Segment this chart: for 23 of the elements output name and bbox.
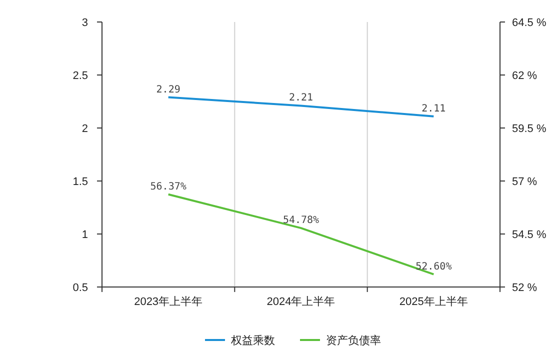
y-tick-label: 2 xyxy=(82,123,88,135)
y-tick-label: 1 xyxy=(82,229,88,241)
y2-tick-label: 62 % xyxy=(512,70,538,82)
y2-tick-label: 54.5 % xyxy=(512,229,546,241)
y2-tick-label: 64.5 % xyxy=(512,17,546,29)
y-tick-label: 3 xyxy=(82,17,88,29)
legend-label: 资产负债率 xyxy=(326,334,381,346)
data-label: 52.60% xyxy=(416,261,452,272)
legend-label: 权益乘数 xyxy=(230,334,275,346)
x-tick-label: 2024年上半年 xyxy=(266,295,336,308)
y2-tick-label: 52 % xyxy=(512,282,538,294)
y-tick-label: 0.5 xyxy=(72,282,88,294)
data-label: 2.11 xyxy=(422,103,446,114)
y2-tick-label: 59.5 % xyxy=(512,123,546,135)
y-tick-label: 2.5 xyxy=(72,70,88,82)
data-label: 2.29 xyxy=(156,84,180,96)
data-label: 2.21 xyxy=(288,92,314,104)
x-tick-label: 2025年上半年 xyxy=(399,295,468,308)
data-label: 56.37% xyxy=(150,181,186,192)
y-tick-label: 1.5 xyxy=(72,176,88,188)
y2-tick-label: 57 % xyxy=(512,176,538,188)
data-label: 54.78% xyxy=(282,215,320,226)
x-tick-label: 2023年上半年 xyxy=(134,295,203,308)
